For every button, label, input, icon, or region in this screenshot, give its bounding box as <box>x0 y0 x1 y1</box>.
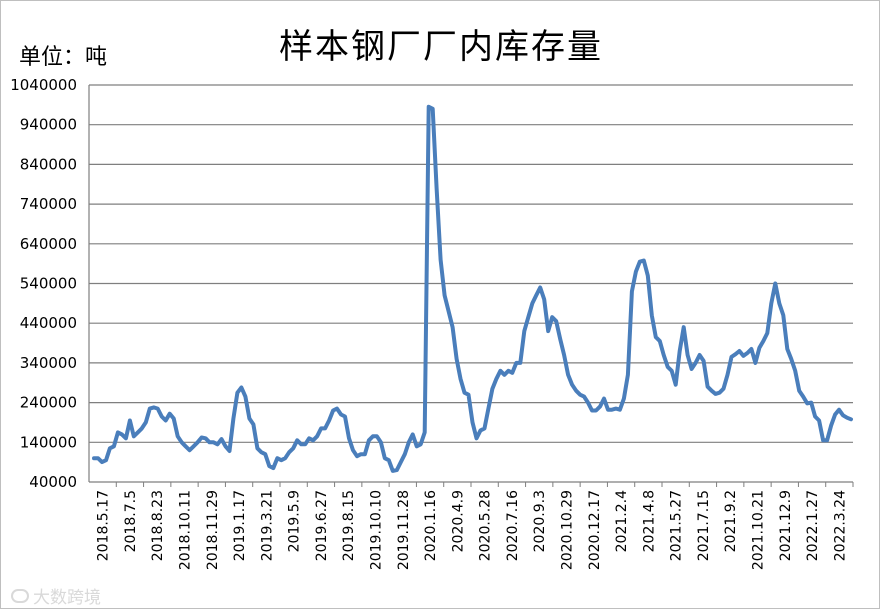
x-tick-label: 2019.6.27 <box>314 490 330 561</box>
x-axis-ticks: 2018.5.17 2018.7.5 2018.8.23 2018.10.11 2018… <box>96 482 854 570</box>
x-tick-label: 2020.7.16 <box>505 490 521 561</box>
x-tick-label: 2020.9.3 <box>532 490 548 552</box>
y-tick-label: 740000 <box>20 195 77 213</box>
series-line <box>92 104 853 473</box>
unit-label: 单位：吨 <box>19 45 108 70</box>
x-tick-label: 2018.8.23 <box>150 490 166 561</box>
x-tick-label: 2019.1.17 <box>232 490 248 561</box>
x-tick-label: 2020.10.29 <box>560 490 576 570</box>
y-tick-label: 940000 <box>20 116 77 134</box>
series-layer <box>92 104 853 473</box>
x-tick-label: 2018.10.11 <box>178 490 194 570</box>
x-tick-label: 2018.7.5 <box>123 490 139 552</box>
y-tick-label: 540000 <box>20 275 77 293</box>
y-axis-ticks: 1040000 940000 840000 740000 640000 540000 440… <box>10 76 77 491</box>
y-tick-label: 640000 <box>20 235 77 253</box>
x-tick-label: 2018.5.17 <box>96 490 112 561</box>
x-tick-label: 2021.10.21 <box>751 490 767 570</box>
x-tick-label: 2020.1.16 <box>423 490 439 561</box>
x-tick-label: 2020.12.17 <box>587 490 603 570</box>
x-tick-label: 2022.3.24 <box>832 490 848 561</box>
x-tick-label: 2020.5.28 <box>478 490 494 561</box>
x-tick-label: 2019.3.21 <box>259 490 275 561</box>
x-tick-label: 2019.10.10 <box>369 490 385 570</box>
x-tick-label: 2021.7.15 <box>696 490 712 561</box>
y-tick-label: 240000 <box>20 394 77 412</box>
x-tick-label: 2020.4.9 <box>450 490 466 552</box>
watermark-logo-icon <box>11 588 29 603</box>
y-tick-label: 40000 <box>29 473 77 491</box>
x-tick-label: 2021.2.4 <box>614 490 630 552</box>
y-tick-label: 140000 <box>20 433 77 451</box>
watermark: 大数跨境 <box>11 583 101 608</box>
x-tick-label: 2018.11.29 <box>205 490 221 570</box>
x-tick-label: 2021.5.27 <box>669 490 685 561</box>
x-tick-label: 2021.4.8 <box>641 490 657 552</box>
y-tick-label: 440000 <box>20 314 77 332</box>
y-tick-label: 840000 <box>20 155 77 173</box>
y-tick-label: 340000 <box>20 354 77 372</box>
chart-title: 样本钢厂厂内库存量 <box>279 27 603 67</box>
x-tick-label: 2019.5.9 <box>287 490 303 552</box>
x-tick-label: 2022.1.27 <box>805 490 821 561</box>
y-tick-label: 1040000 <box>10 76 77 94</box>
x-tick-label: 2021.12.9 <box>778 490 794 561</box>
x-tick-label: 2019.8.15 <box>341 490 357 561</box>
x-tick-label: 2019.11.28 <box>396 490 412 570</box>
watermark-text: 大数跨境 <box>33 588 101 608</box>
x-tick-label: 2021.9.2 <box>723 490 739 552</box>
